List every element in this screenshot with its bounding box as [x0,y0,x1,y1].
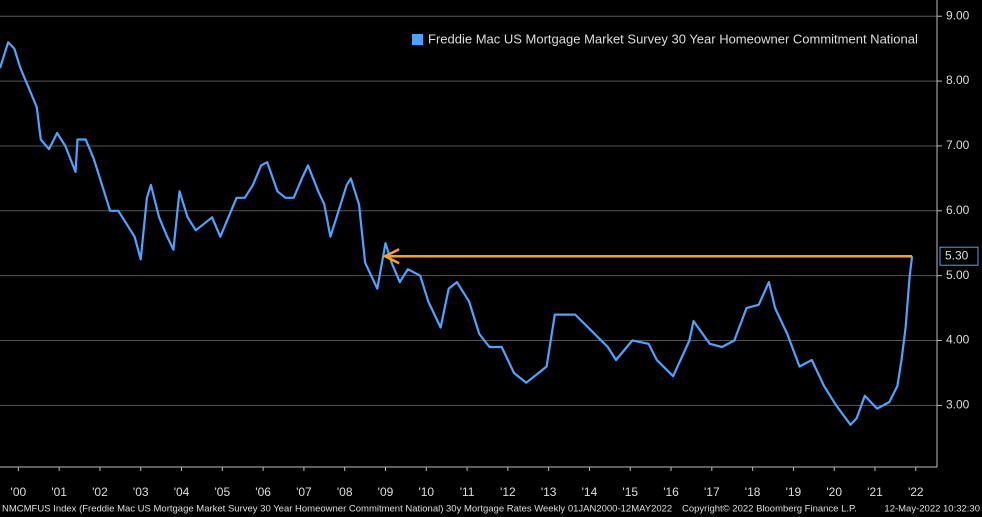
y-tick-label: 5.00 [946,268,970,282]
x-tick-label: '14 [582,485,598,499]
series-line [0,41,914,426]
x-tick-label: '21 [867,485,883,499]
x-tick-label: '19 [786,485,802,499]
x-tick-label: '04 [174,485,190,499]
legend-text: Freddie Mac US Mortgage Market Survey 30… [428,31,918,46]
footer-center: Copyright© 2022 Bloomberg Finance L.P. [682,504,857,515]
y-tick-label: 3.00 [946,398,970,412]
x-tick-label: '06 [255,485,271,499]
x-tick-label: '20 [826,485,842,499]
legend-box [400,25,930,55]
y-tick-label: 7.00 [946,138,970,152]
x-tick-label: '01 [51,485,67,499]
x-tick-label: '09 [378,485,394,499]
y-tick-label: 8.00 [946,73,970,87]
footer-right: 12-May-2022 10:32:30 [884,504,980,515]
x-tick-label: '13 [541,485,557,499]
x-tick-label: '12 [500,485,516,499]
x-tick-label: '08 [337,485,353,499]
x-tick-label: '22 [908,485,924,499]
x-tick-label: '18 [745,485,761,499]
x-tick-label: '07 [296,485,312,499]
x-tick-label: '03 [133,485,149,499]
x-tick-label: '11 [460,485,475,499]
y-tick-label: 9.00 [946,8,970,22]
last-value-label: 5.30 [945,248,969,262]
x-tick-label: '10 [418,485,434,499]
legend-swatch [412,34,423,45]
x-tick-label: '05 [214,485,230,499]
y-tick-label: 6.00 [946,203,970,217]
x-tick-label: '17 [704,485,720,499]
y-tick-label: 4.00 [946,333,970,347]
x-tick-label: '02 [92,485,108,499]
last-value-box [939,246,979,266]
footer-left: NMCMFUS Index (Freddie Mac US Mortgage M… [2,504,672,515]
arrow-head [382,248,400,265]
x-tick-label: '00 [11,485,27,499]
x-tick-label: '15 [622,485,638,499]
x-tick-label: '16 [663,485,679,499]
